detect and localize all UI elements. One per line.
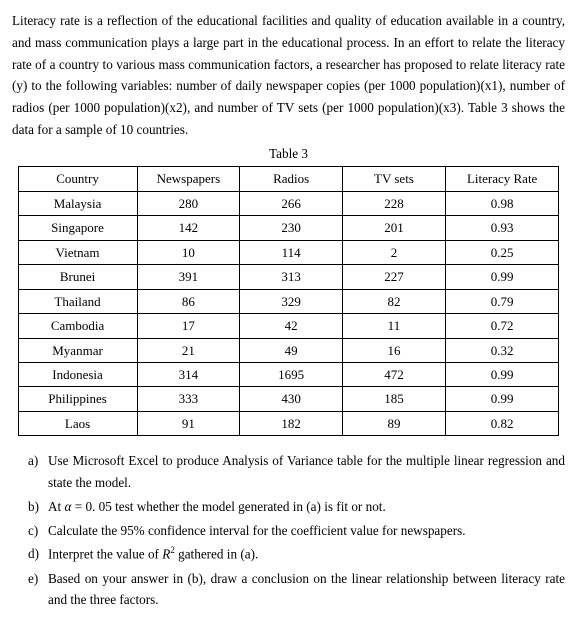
- question-text: Based on your answer in (b), draw a conc…: [48, 568, 565, 612]
- cell: 0.82: [445, 411, 559, 435]
- text-part: = 0. 05 test whether the model generated…: [71, 499, 385, 514]
- col-header: TV sets: [343, 167, 446, 191]
- question-text: Use Microsoft Excel to produce Analysis …: [48, 450, 565, 494]
- cell: 313: [240, 265, 343, 289]
- cell: Thailand: [18, 289, 137, 313]
- cell: Brunei: [18, 265, 137, 289]
- cell: 182: [240, 411, 343, 435]
- cell: 17: [137, 314, 240, 338]
- cell: 11: [343, 314, 446, 338]
- cell: 230: [240, 216, 343, 240]
- cell: 114: [240, 240, 343, 264]
- cell: 2: [343, 240, 446, 264]
- table-row: Malaysia2802662280.98: [18, 191, 559, 215]
- table-caption: Table 3: [12, 143, 565, 165]
- question-text: Calculate the 95% confidence interval fo…: [48, 520, 565, 542]
- col-header: Radios: [240, 167, 343, 191]
- question-d: d) Interpret the value of R2 gathered in…: [28, 543, 565, 565]
- col-header: Newspapers: [137, 167, 240, 191]
- question-a: a) Use Microsoft Excel to produce Analys…: [28, 450, 565, 494]
- table-row: Thailand86329820.79: [18, 289, 559, 313]
- cell: 228: [343, 191, 446, 215]
- cell: 86: [137, 289, 240, 313]
- cell: 472: [343, 362, 446, 386]
- question-c: c) Calculate the 95% confidence interval…: [28, 520, 565, 542]
- table-header-row: Country Newspapers Radios TV sets Litera…: [18, 167, 559, 191]
- table-row: Myanmar2149160.32: [18, 338, 559, 362]
- question-marker: b): [28, 496, 48, 518]
- col-header: Literacy Rate: [445, 167, 559, 191]
- cell: Cambodia: [18, 314, 137, 338]
- cell: 142: [137, 216, 240, 240]
- cell: 280: [137, 191, 240, 215]
- cell: 333: [137, 387, 240, 411]
- cell: 10: [137, 240, 240, 264]
- cell: 91: [137, 411, 240, 435]
- cell: 0.93: [445, 216, 559, 240]
- cell: 0.99: [445, 362, 559, 386]
- question-marker: d): [28, 543, 48, 565]
- questions-block: a) Use Microsoft Excel to produce Analys…: [28, 450, 565, 611]
- cell: 430: [240, 387, 343, 411]
- question-marker: e): [28, 568, 48, 612]
- cell: 21: [137, 338, 240, 362]
- cell: 0.79: [445, 289, 559, 313]
- cell: Vietnam: [18, 240, 137, 264]
- cell: 16: [343, 338, 446, 362]
- cell: 0.99: [445, 265, 559, 289]
- cell: Laos: [18, 411, 137, 435]
- cell: 0.32: [445, 338, 559, 362]
- cell: 391: [137, 265, 240, 289]
- text-part: At: [48, 499, 64, 514]
- question-b: b) At α = 0. 05 test whether the model g…: [28, 496, 565, 518]
- cell: 0.72: [445, 314, 559, 338]
- text-part: Interpret the value of: [48, 547, 162, 562]
- question-e: e) Based on your answer in (b), draw a c…: [28, 568, 565, 612]
- r-variable: R: [162, 547, 170, 562]
- cell: 0.25: [445, 240, 559, 264]
- question-marker: c): [28, 520, 48, 542]
- question-text: At α = 0. 05 test whether the model gene…: [48, 496, 565, 518]
- question-text: Interpret the value of R2 gathered in (a…: [48, 543, 565, 565]
- table-row: Singapore1422302010.93: [18, 216, 559, 240]
- table-row: Vietnam1011420.25: [18, 240, 559, 264]
- cell: Malaysia: [18, 191, 137, 215]
- data-table: Country Newspapers Radios TV sets Litera…: [18, 166, 560, 436]
- col-header: Country: [18, 167, 137, 191]
- cell: 42: [240, 314, 343, 338]
- table-row: Indonesia31416954720.99: [18, 362, 559, 386]
- table-row: Laos91182890.82: [18, 411, 559, 435]
- cell: Philippines: [18, 387, 137, 411]
- cell: 185: [343, 387, 446, 411]
- cell: 49: [240, 338, 343, 362]
- question-marker: a): [28, 450, 48, 494]
- cell: 227: [343, 265, 446, 289]
- cell: 1695: [240, 362, 343, 386]
- cell: 329: [240, 289, 343, 313]
- intro-paragraph: Literacy rate is a reflection of the edu…: [12, 10, 565, 141]
- text-part: gathered in (a).: [175, 547, 258, 562]
- table-row: Philippines3334301850.99: [18, 387, 559, 411]
- cell: 82: [343, 289, 446, 313]
- cell: Myanmar: [18, 338, 137, 362]
- cell: 89: [343, 411, 446, 435]
- cell: 201: [343, 216, 446, 240]
- cell: 266: [240, 191, 343, 215]
- cell: Singapore: [18, 216, 137, 240]
- cell: 314: [137, 362, 240, 386]
- table-row: Brunei3913132270.99: [18, 265, 559, 289]
- cell: 0.98: [445, 191, 559, 215]
- cell: 0.99: [445, 387, 559, 411]
- cell: Indonesia: [18, 362, 137, 386]
- table-row: Cambodia1742110.72: [18, 314, 559, 338]
